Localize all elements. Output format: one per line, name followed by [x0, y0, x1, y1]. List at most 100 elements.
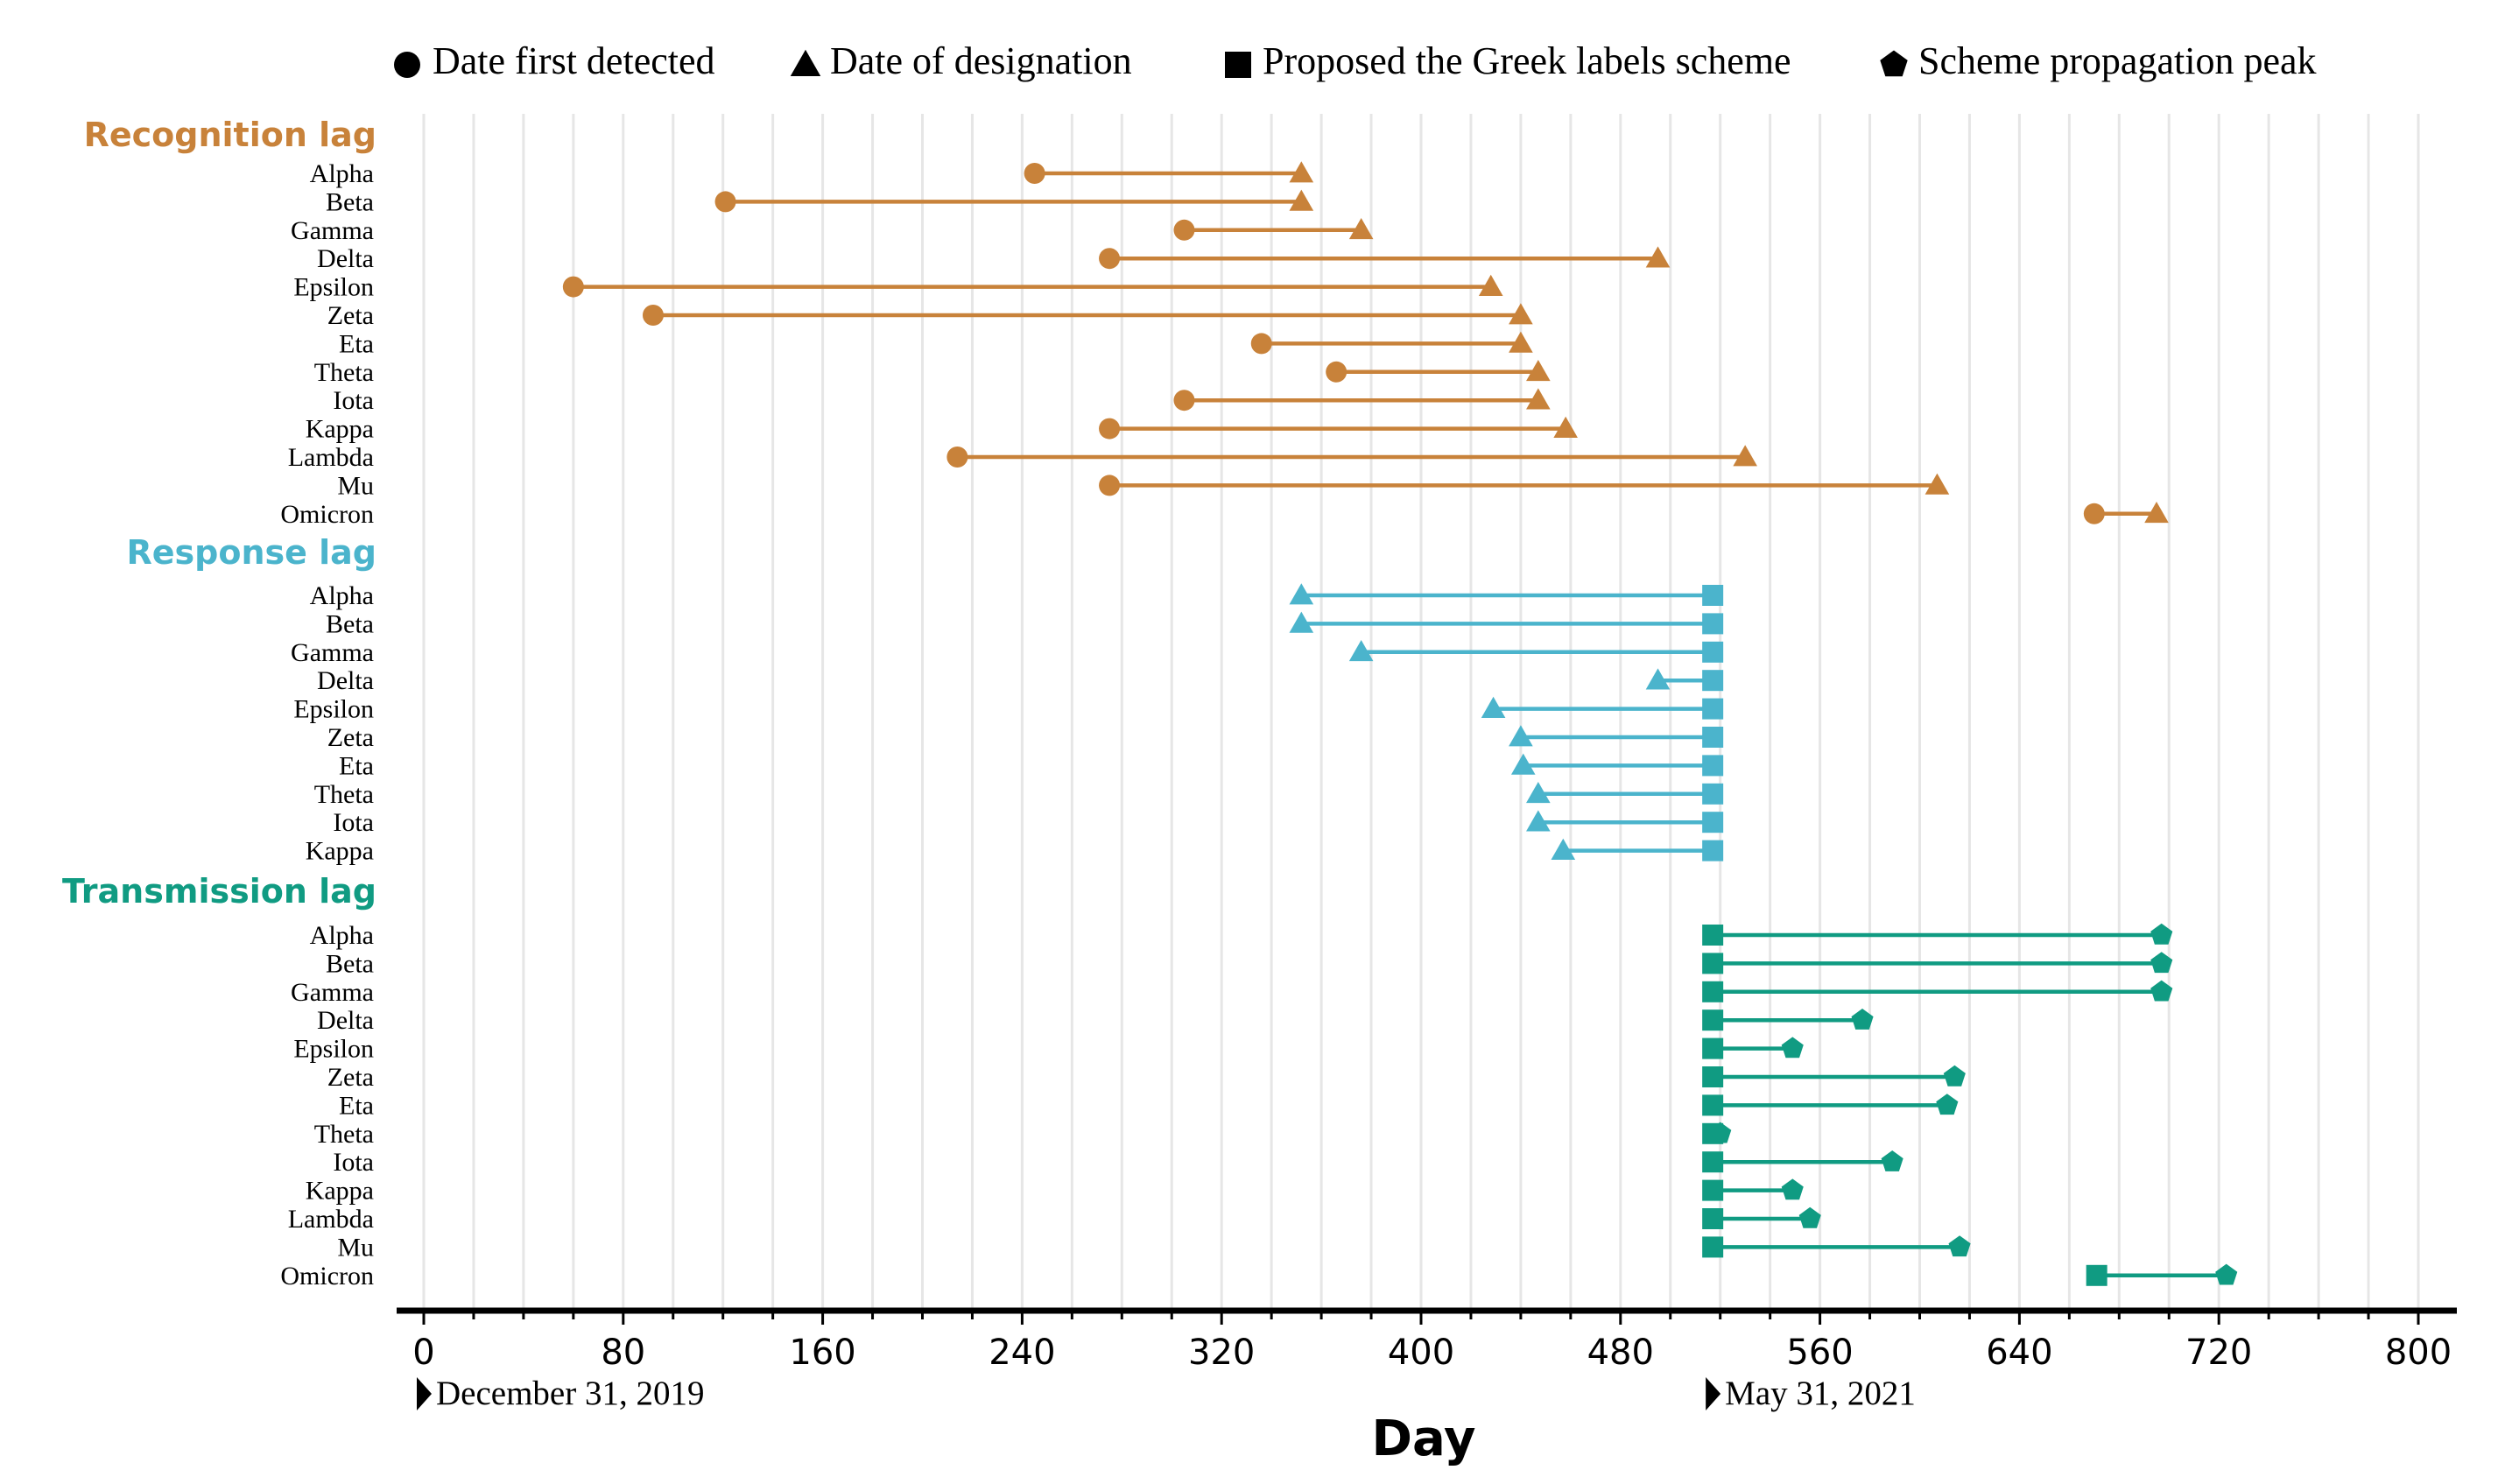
end-point: [1798, 1206, 1821, 1228]
end-point: [2150, 952, 2173, 974]
x-tick-label: 560: [1786, 1333, 1853, 1373]
end-point: [2150, 980, 2173, 1002]
legend: Date first detected Date of designation Pr…: [394, 39, 2317, 82]
dumbbell-row: Gamma: [291, 216, 1374, 245]
dumbbell-row: Theta: [314, 358, 1551, 387]
end-point: [2150, 923, 2173, 945]
legend-triangle-icon: [790, 49, 821, 76]
x-tick-label: 480: [1587, 1333, 1654, 1373]
dumbbell-row: Epsilon: [293, 1035, 1804, 1064]
row-label: Eta: [339, 751, 374, 780]
row-label: Mu: [337, 1233, 374, 1262]
start-point: [1099, 475, 1121, 496]
end-point: [1526, 360, 1551, 382]
end-point: [1781, 1037, 1804, 1058]
end-point: [1936, 1094, 1959, 1115]
row-label: Theta: [314, 780, 374, 809]
start-point: [1289, 611, 1314, 633]
start-point: [1526, 782, 1551, 804]
start-point: [1702, 1179, 1724, 1201]
dumbbell-row: Alpha: [310, 921, 2173, 950]
end-point: [1702, 812, 1724, 833]
row-label: Alpha: [310, 159, 374, 188]
x-tick-label: 240: [989, 1333, 1055, 1373]
dumbbell-row: Eta: [339, 751, 1724, 780]
end-point: [1733, 445, 1757, 467]
start-point: [1702, 981, 1724, 1002]
row-label: Iota: [333, 808, 374, 837]
date-label: December 31, 2019: [436, 1375, 704, 1412]
row-label: Beta: [326, 949, 374, 978]
start-point: [1326, 361, 1347, 383]
start-point: [1099, 248, 1121, 270]
dumbbell-row: Eta: [339, 1091, 1959, 1120]
dumbbell-row: Mu: [337, 1233, 1971, 1262]
row-label: Mu: [337, 471, 374, 500]
end-point: [1702, 755, 1724, 777]
dumbbell-row: Omicron: [280, 500, 2169, 529]
start-point: [1702, 1151, 1724, 1173]
start-point: [1702, 1094, 1724, 1116]
end-point: [1881, 1150, 1903, 1171]
start-point: [1481, 696, 1506, 718]
start-point: [1645, 668, 1671, 690]
end-point: [2144, 502, 2169, 524]
dumbbell-row: Alpha: [310, 581, 1724, 610]
row-label: Iota: [333, 1148, 374, 1177]
legend-item: Scheme propagation peak: [1880, 39, 2317, 82]
dumbbell-row: Delta: [317, 244, 1671, 273]
start-point: [946, 447, 968, 468]
end-point: [2215, 1263, 2238, 1285]
x-tick-label: 720: [2185, 1333, 2252, 1373]
dumbbell-row: Zeta: [327, 723, 1724, 752]
row-label: Theta: [314, 1120, 374, 1149]
dumbbell-row: Iota: [333, 386, 1551, 415]
start-point: [1526, 810, 1551, 832]
date-label: May 31, 2021: [1725, 1375, 1916, 1412]
dumbbell-row: Epsilon: [293, 273, 1503, 302]
row-label: Kappa: [306, 1177, 374, 1206]
legend-label: Proposed the Greek labels scheme: [1263, 39, 1791, 82]
end-point: [1526, 388, 1551, 410]
row-label: Gamma: [291, 638, 374, 667]
row-label: Epsilon: [293, 695, 374, 724]
start-point: [1702, 1009, 1724, 1031]
group: Transmission lag AlphaBetaGammaDeltaEpsil…: [62, 872, 2238, 1291]
dumbbell-row: Zeta: [327, 1063, 1966, 1092]
start-point: [714, 191, 736, 213]
group: Recognition lag AlphaBetaGammaDeltaEpsilo…: [84, 116, 2169, 529]
plot-background: [397, 114, 2457, 1311]
row-label: Epsilon: [293, 1035, 374, 1064]
end-point: [1702, 585, 1724, 606]
row-label: Gamma: [291, 978, 374, 1007]
end-point: [1553, 416, 1578, 438]
grid-layer: [397, 114, 2457, 1311]
dumbbell-row: Epsilon: [293, 695, 1724, 724]
dumbbell-row: Gamma: [291, 638, 1724, 667]
start-point: [1702, 925, 1724, 946]
group-title: Response lag: [126, 533, 376, 572]
dumbbell-row: Iota: [333, 1148, 1903, 1177]
group-title: Recognition lag: [84, 116, 376, 154]
start-point: [1099, 418, 1121, 440]
dumbbell-row: Kappa: [306, 837, 1724, 866]
end-point: [1509, 331, 1533, 353]
start-point: [1024, 163, 1045, 184]
row-label: Delta: [317, 244, 374, 273]
dumbbell-row: Beta: [326, 609, 1724, 638]
legend-label: Date first detected: [433, 39, 715, 82]
dumbbell-row: Gamma: [291, 978, 2173, 1007]
row-label: Omicron: [280, 500, 374, 529]
start-point: [1509, 725, 1533, 747]
start-point: [1702, 1236, 1724, 1258]
dumbbell-row: Kappa: [306, 1177, 1804, 1206]
x-axis: 0 80 160 240 320 400 480 560 640 720 800 December 3…: [397, 1307, 2457, 1412]
end-point: [1781, 1178, 1804, 1200]
end-point: [1645, 246, 1671, 268]
start-point: [1173, 219, 1195, 241]
start-point: [1702, 1208, 1724, 1229]
row-label: Alpha: [310, 581, 374, 610]
end-point: [1478, 274, 1503, 296]
dumbbell-row: Beta: [326, 949, 2173, 978]
